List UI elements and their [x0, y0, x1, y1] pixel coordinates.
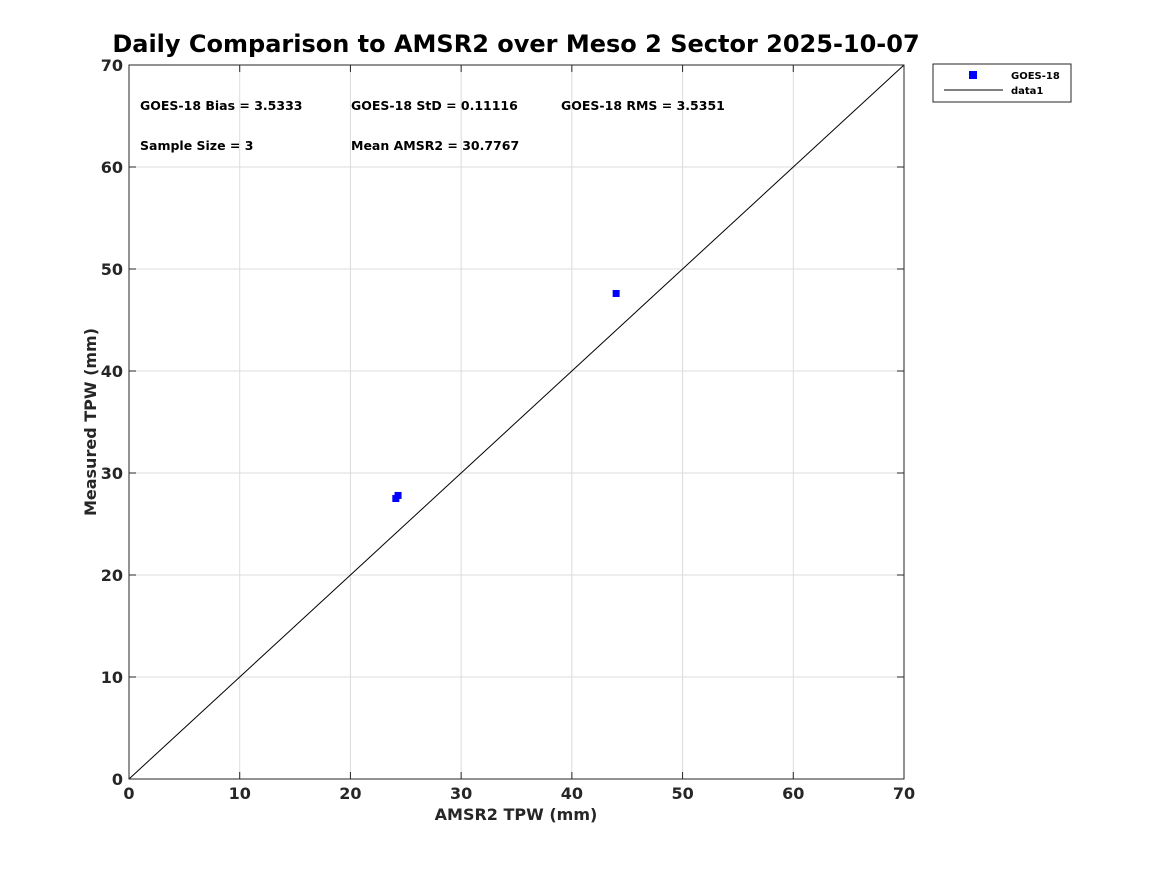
annotation-bias: GOES-18 Bias = 3.5333 — [140, 98, 302, 113]
x-tick-label: 20 — [339, 784, 361, 803]
legend-marker-goes18 — [969, 71, 977, 79]
legend: GOES-18 data1 — [932, 63, 1072, 103]
stats-annotations: GOES-18 Bias = 3.5333 GOES-18 StD = 0.11… — [140, 98, 725, 153]
y-tick-label: 10 — [101, 668, 123, 687]
y-tick-label: 30 — [101, 464, 123, 483]
legend-box — [932, 63, 1072, 103]
y-tick-labels: 0 10 20 30 40 50 60 70 — [101, 56, 123, 789]
scatter-point — [394, 491, 402, 499]
annotation-mean-amsr2: Mean AMSR2 = 30.7767 — [351, 138, 519, 153]
y-tick-label: 70 — [101, 56, 123, 75]
chart-title: Daily Comparison to AMSR2 over Meso 2 Se… — [112, 30, 919, 58]
grid-lines — [128, 64, 905, 780]
tick-marks — [128, 64, 905, 780]
y-tick-label: 40 — [101, 362, 123, 381]
x-tick-label: 60 — [782, 784, 804, 803]
y-tick-label: 50 — [101, 260, 123, 279]
annotation-sample-size: Sample Size = 3 — [140, 138, 253, 153]
x-tick-label: 30 — [450, 784, 472, 803]
diagonal-layer — [128, 64, 905, 780]
x-tick-label: 40 — [561, 784, 583, 803]
x-tick-label: 70 — [893, 784, 915, 803]
scatter-point — [612, 289, 620, 297]
x-tick-label: 50 — [671, 784, 693, 803]
y-tick-label: 0 — [112, 770, 123, 789]
scatter-points — [392, 289, 620, 502]
y-tick-label: 20 — [101, 566, 123, 585]
x-tick-label: 0 — [123, 784, 134, 803]
annotation-rms: GOES-18 RMS = 3.5351 — [561, 98, 725, 113]
x-tick-label: 10 — [229, 784, 251, 803]
annotation-std: GOES-18 StD = 0.11116 — [351, 98, 518, 113]
legend-label-goes18: GOES-18 — [1011, 71, 1060, 82]
legend-label-data1: data1 — [1011, 86, 1043, 97]
x-tick-labels: 0 10 20 30 40 50 60 70 — [123, 784, 915, 803]
series-line-data1 — [128, 64, 905, 780]
y-axis-label: Measured TPW (mm) — [81, 328, 100, 516]
x-axis-label: AMSR2 TPW (mm) — [435, 805, 598, 824]
y-tick-label: 60 — [101, 158, 123, 177]
axes-box — [128, 64, 905, 780]
plot-area — [128, 64, 905, 780]
